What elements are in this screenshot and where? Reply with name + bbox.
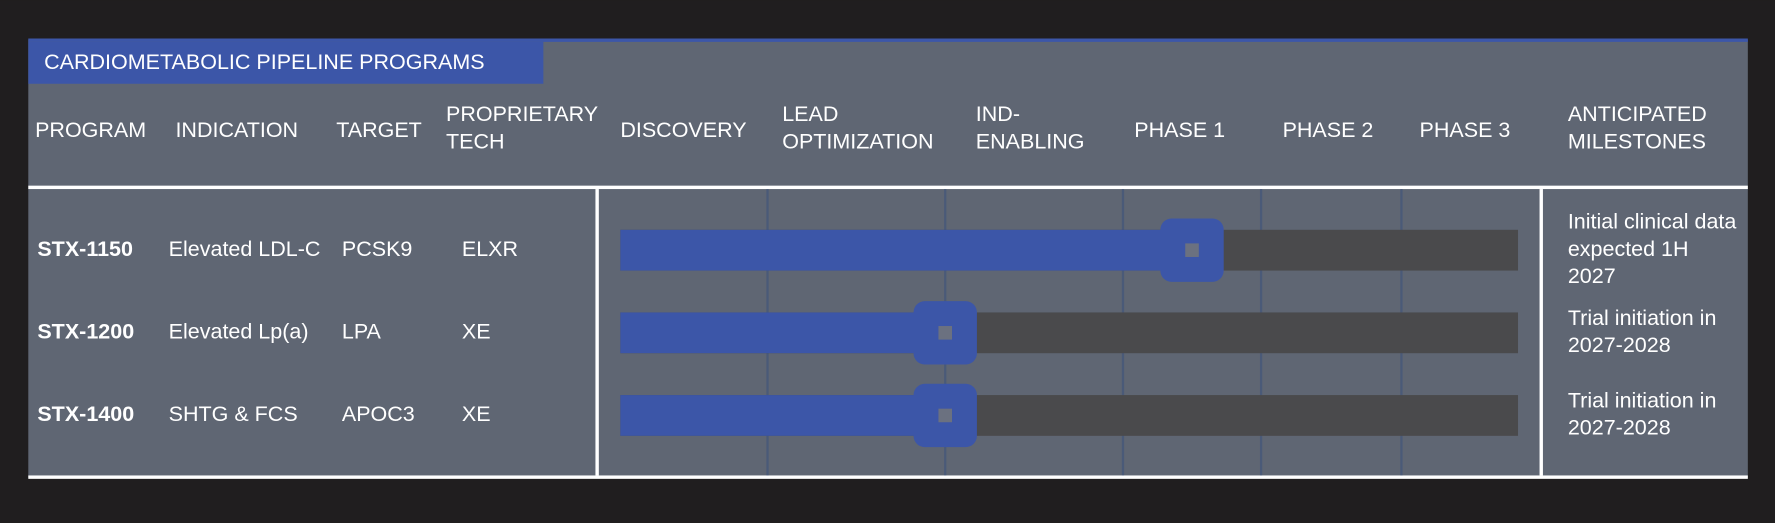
knob-center [1185,243,1199,257]
program: STX-1150 [37,237,133,261]
knob-center [938,408,953,423]
bottom-rule [28,475,1748,479]
column-header: IND- [976,102,1020,126]
milestone: Trial initiation in [1568,306,1717,330]
column-header: MILESTONES [1568,129,1706,153]
progress-bar [620,229,1193,271]
program: STX-1200 [37,319,134,343]
target: LPA [342,319,382,343]
progress-bar [620,395,946,436]
tech: XE [462,319,491,343]
column-header: DISCOVERY [620,118,746,142]
milestone: Initial clinical data [1568,210,1737,234]
title-box [28,41,544,84]
column-header: TECH [446,129,505,153]
milestone: 2027-2028 [1568,416,1671,440]
indication: SHTG & FCS [169,402,298,426]
top-rule [28,38,1748,42]
column-header: TARGET [336,118,422,142]
column-header: PROGRAM [35,118,146,142]
milestone: 2027-2028 [1568,333,1671,357]
column-header: ANTICIPATED [1568,102,1707,126]
column-header: PHASE 3 [1420,118,1511,142]
target: PCSK9 [342,237,413,261]
program: STX-1400 [37,402,134,426]
knob-center [938,326,953,340]
column-header: PHASE 2 [1283,118,1374,142]
column-header: PHASE 1 [1134,118,1225,142]
tech: XE [462,402,491,426]
indication: Elevated Lp(a) [169,319,309,343]
divider [595,189,599,476]
milestone: expected 1H [1568,237,1689,261]
column-header: LEAD [782,102,838,126]
progress-bar [620,312,946,354]
milestone: Trial initiation in [1568,389,1717,413]
column-header: ENABLING [976,129,1085,153]
column-header: INDICATION [175,118,298,142]
divider [1539,189,1543,476]
column-header: PROPRIETARY [446,102,598,126]
tech: ELXR [462,237,518,261]
milestone: 2027 [1568,264,1616,288]
column-header: OPTIMIZATION [782,129,933,153]
target: APOC3 [342,402,415,426]
title: CARDIOMETABOLIC PIPELINE PROGRAMS [44,50,484,74]
header-rule [28,185,1748,190]
indication: Elevated LDL-C [169,237,321,261]
